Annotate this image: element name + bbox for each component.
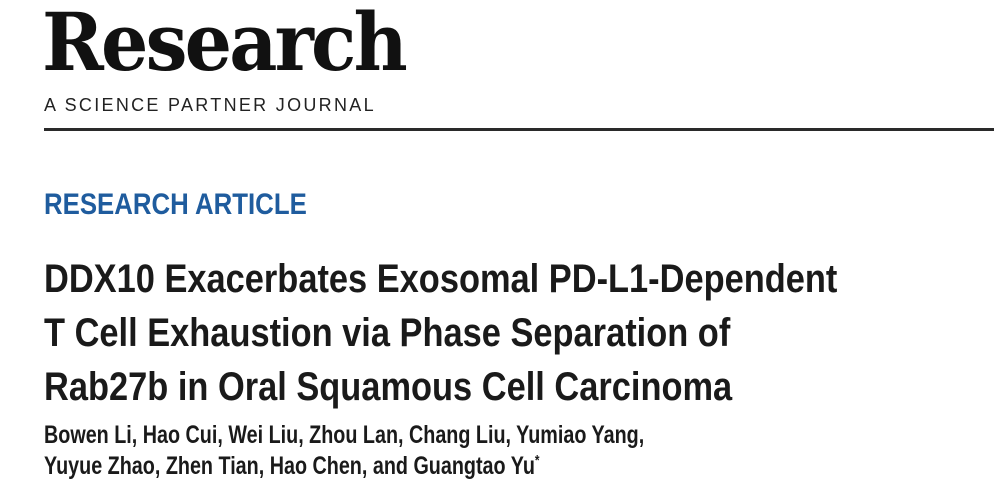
author-list: Bowen Li, Hao Cui, Wei Liu, Zhou Lan, Ch… — [44, 420, 644, 482]
corresponding-author-mark: * — [534, 452, 540, 469]
title-line: Rab27b in Oral Squamous Cell Carcinoma — [44, 365, 733, 409]
journal-logo: Research — [42, 0, 408, 89]
title-line: T Cell Exhaustion via Phase Separation o… — [44, 311, 731, 355]
article-type: RESEARCH ARTICLE — [44, 188, 307, 221]
header-divider — [44, 128, 994, 131]
article-title: DDX10 Exacerbates Exosomal PD-L1-Depende… — [44, 252, 837, 414]
author-names: Yuyue Zhao, Zhen Tian, Hao Chen, and Gua… — [44, 452, 535, 480]
author-line: Bowen Li, Hao Cui, Wei Liu, Zhou Lan, Ch… — [44, 421, 645, 449]
journal-tagline: A SCIENCE PARTNER JOURNAL — [44, 95, 376, 115]
author-line: Yuyue Zhao, Zhen Tian, Hao Chen, and Gua… — [44, 451, 644, 482]
title-line: DDX10 Exacerbates Exosomal PD-L1-Depende… — [44, 257, 838, 301]
